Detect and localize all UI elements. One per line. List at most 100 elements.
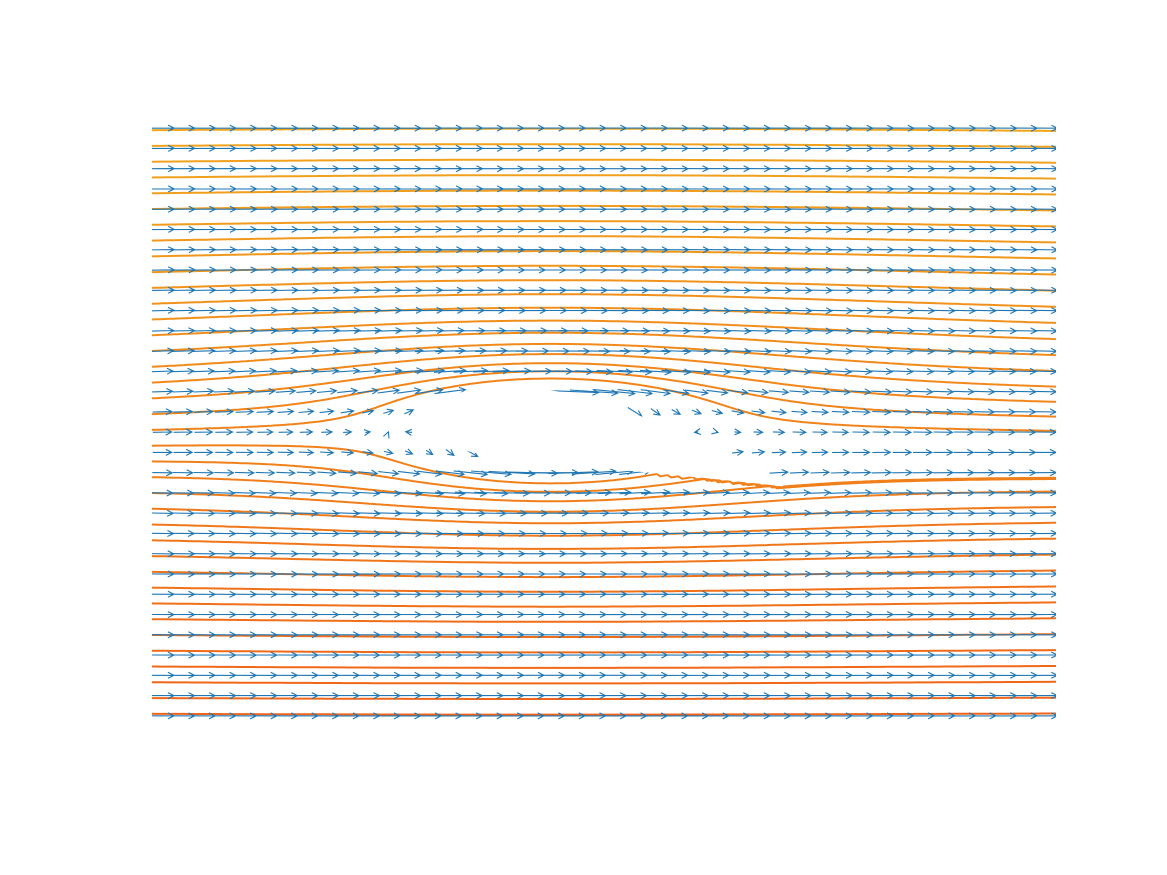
quiver-arrow-1140	[953, 388, 976, 396]
quiver-arrow-212	[294, 671, 320, 679]
quiver-arrow-632	[602, 692, 628, 700]
quiver-arrow-605	[581, 692, 607, 700]
quiver-arrow-445	[437, 124, 464, 132]
quiver-arrow-1144	[951, 307, 977, 315]
quiver-arrow-1055	[889, 286, 916, 294]
quiver-arrow-1217	[1013, 651, 1039, 659]
streamline-29	[152, 585, 1056, 593]
quiver-arrow-57	[170, 165, 196, 173]
quiver-arrow-868	[772, 428, 786, 436]
quiver-arrow-86	[191, 185, 217, 193]
quiver-arrow-754	[685, 388, 710, 396]
quiver-arrow-826	[746, 692, 772, 700]
quiver-arrow-873	[766, 327, 793, 335]
quiver-arrow-1235	[1013, 286, 1039, 294]
quiver-arrow-1031	[869, 165, 895, 173]
quiver-arrow-1098	[931, 631, 956, 639]
quiver-arrow-1241	[1013, 165, 1039, 173]
quiver-arrow-1006	[869, 671, 895, 679]
quiver-arrow-189	[273, 530, 299, 538]
quiver-arrow-1256	[1035, 469, 1056, 477]
quiver-arrow-1200	[994, 388, 1017, 396]
quiver-arrow-126	[232, 590, 258, 598]
quiver-arrow-861	[766, 570, 792, 578]
quiver-arrow-130	[233, 509, 257, 517]
quiver-arrow-146	[232, 185, 258, 193]
quiver-arrow-919	[807, 611, 833, 618]
quiver-arrow-310	[355, 509, 382, 517]
quiver-arrow-1077	[913, 448, 934, 456]
quiver-arrow-136	[234, 387, 256, 395]
quiver-arrow-370	[395, 509, 424, 517]
quiver-arrow-213	[294, 651, 320, 659]
quiver-arrow-958	[832, 428, 850, 436]
quiver-arrow-1021	[870, 368, 894, 376]
quiver-arrow-16	[152, 388, 174, 395]
quiver-arrow-152	[253, 671, 278, 679]
quiver-arrow-1126	[951, 671, 977, 679]
quiver-arrow-1052	[890, 347, 915, 355]
quiver-arrow-133	[235, 448, 255, 456]
quiver-arrow-128	[232, 550, 258, 558]
quiver-arrow-377	[394, 367, 424, 375]
quiver-arrow-579	[561, 671, 587, 679]
quiver-arrow-254	[321, 428, 334, 436]
quiver-arrow-1043	[890, 529, 915, 537]
quiver-arrow-992	[849, 347, 874, 355]
quiver-arrow-990	[850, 388, 872, 396]
quiver-arrow-288	[334, 347, 362, 355]
quiver-arrow-765	[684, 165, 710, 173]
quiver-arrow-1022	[869, 347, 895, 355]
quiver-arrow-1246	[1034, 671, 1056, 679]
quiver-arrow-401	[415, 489, 445, 497]
streamline-13	[152, 319, 1056, 341]
quiver-arrow-69	[191, 530, 216, 537]
quiver-arrow-287	[335, 367, 361, 375]
quiver-arrow-331	[376, 692, 402, 700]
quiver-arrow-1149	[951, 205, 977, 213]
quiver-arrow-831	[746, 590, 772, 598]
quiver-arrow-375	[404, 409, 415, 416]
quiver-arrow-696	[641, 509, 671, 517]
quiver-arrow-824	[725, 124, 751, 132]
quiver-arrow-4	[152, 631, 176, 639]
quiver-arrow-1186	[992, 671, 1018, 679]
quiver-arrow-1105	[932, 489, 955, 497]
quiver-arrow-242	[314, 671, 340, 679]
quiver-arrow-361	[397, 692, 422, 700]
quiver-arrow-66	[191, 590, 217, 598]
quiver-arrow-574	[540, 165, 566, 173]
quiver-arrow-1181	[972, 165, 998, 173]
streamline-25	[152, 521, 1056, 537]
quiver-arrow-164	[257, 428, 274, 436]
quiver-arrow-942	[807, 144, 833, 152]
quiver-arrow-268	[314, 144, 340, 152]
quiver-arrow-1029	[869, 205, 895, 213]
quiver-arrow-889	[787, 611, 813, 618]
streamline-23	[152, 490, 1056, 513]
quiver-arrow-1257	[1035, 448, 1056, 456]
quiver-arrow-616	[571, 468, 618, 476]
quiver-arrow-926	[810, 469, 831, 476]
quiver-arrow-1210	[992, 185, 1018, 193]
quiver-arrow-185	[273, 611, 299, 619]
quiver-arrow-1106	[932, 469, 955, 477]
quiver-arrow-673	[618, 368, 653, 376]
quiver-arrow-524	[499, 124, 525, 132]
quiver-arrow-887	[787, 651, 813, 659]
quiver-arrow-25	[152, 205, 176, 213]
quiver-arrow-994	[848, 307, 875, 315]
quiver-arrow-933	[807, 327, 834, 335]
quiver-arrow-1134	[952, 509, 976, 517]
quiver-arrow-899	[791, 408, 809, 416]
quiver-arrow-724	[662, 488, 691, 496]
quiver-arrow-105	[214, 408, 235, 416]
streamline-22	[152, 476, 1056, 503]
quiver-arrow-246	[314, 590, 340, 598]
quiver-arrow-144	[232, 225, 258, 233]
quiver-arrow-822	[725, 165, 751, 173]
quiver-arrow-920	[807, 590, 833, 598]
quiver-arrow-853	[746, 124, 772, 132]
quiver-arrow-986	[851, 469, 872, 477]
quiver-arrow-1000	[848, 185, 875, 193]
